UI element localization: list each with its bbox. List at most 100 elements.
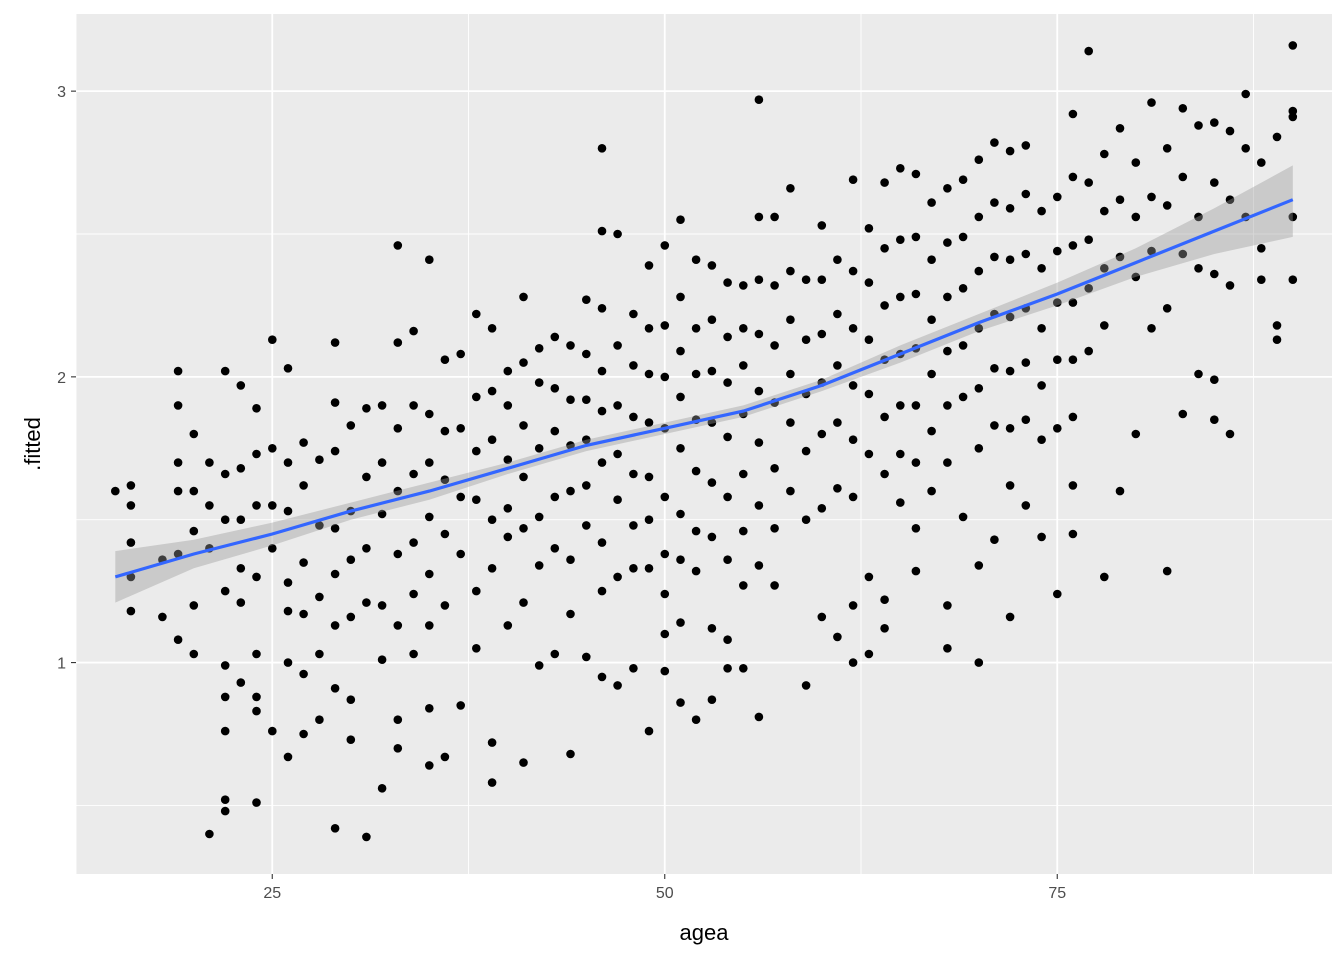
data-point <box>644 369 654 379</box>
data-point <box>425 621 434 630</box>
data-point <box>676 444 685 453</box>
data-point <box>299 609 308 619</box>
data-point <box>503 366 513 376</box>
data-point <box>283 752 293 762</box>
data-point <box>739 361 748 370</box>
data-point <box>1053 355 1062 365</box>
data-point <box>283 658 293 667</box>
data-point <box>1288 275 1298 285</box>
data-point <box>111 486 120 496</box>
data-point <box>644 324 654 333</box>
data-point <box>754 501 764 510</box>
data-point <box>346 421 356 430</box>
data-point <box>597 406 607 416</box>
data-point <box>1068 529 1078 539</box>
data-point <box>597 304 607 313</box>
data-point <box>330 824 340 833</box>
data-point <box>833 255 842 264</box>
data-point <box>1053 192 1062 202</box>
data-point <box>440 529 450 539</box>
data-point <box>597 366 607 376</box>
data-point <box>754 275 764 285</box>
data-point <box>833 418 842 427</box>
data-point <box>393 744 403 753</box>
data-point <box>534 344 544 353</box>
data-point <box>786 418 795 427</box>
data-points <box>111 41 1298 842</box>
data-point <box>220 726 230 736</box>
data-point <box>1100 321 1109 330</box>
data-point <box>550 544 560 553</box>
data-point <box>456 349 466 359</box>
data-point <box>1005 312 1015 322</box>
data-point <box>1005 424 1015 433</box>
data-point <box>472 309 481 319</box>
data-point <box>1021 249 1031 259</box>
data-point <box>252 501 261 510</box>
data-point <box>1005 481 1015 490</box>
data-point <box>927 486 936 496</box>
data-point <box>205 501 214 510</box>
data-point <box>1037 206 1046 216</box>
data-point <box>833 361 842 370</box>
data-point <box>566 441 575 450</box>
data-point <box>911 401 921 410</box>
data-point <box>833 484 842 493</box>
data-point <box>691 255 701 264</box>
data-point <box>283 606 293 616</box>
data-point <box>660 241 670 250</box>
data-point <box>1131 158 1141 167</box>
data-point <box>487 324 497 333</box>
data-point <box>896 164 905 173</box>
data-point <box>456 701 466 710</box>
data-point <box>644 418 654 427</box>
data-point <box>1037 324 1046 333</box>
data-point <box>1272 335 1282 345</box>
data-point <box>817 221 827 230</box>
data-point <box>943 601 952 610</box>
data-point <box>739 664 748 673</box>
data-point <box>1147 324 1156 333</box>
data-point <box>126 538 136 547</box>
data-point <box>425 255 434 264</box>
data-point <box>1021 358 1031 367</box>
data-point <box>1131 212 1141 222</box>
data-point <box>252 572 261 582</box>
data-point <box>299 669 308 679</box>
data-point <box>613 572 622 582</box>
data-point <box>205 829 214 839</box>
data-point <box>315 592 324 602</box>
data-point <box>189 649 199 659</box>
data-point <box>1115 124 1125 133</box>
data-point <box>1131 429 1141 439</box>
data-point <box>330 338 340 347</box>
data-point <box>691 526 701 536</box>
data-point <box>660 549 670 559</box>
data-point <box>1115 252 1125 262</box>
data-point <box>943 238 952 247</box>
data-point <box>739 469 748 479</box>
data-point <box>597 586 607 596</box>
data-point <box>425 512 434 522</box>
data-point <box>896 449 905 459</box>
data-point <box>880 244 889 253</box>
data-point <box>786 266 795 276</box>
data-point <box>1210 118 1219 127</box>
data-point <box>1210 178 1219 187</box>
data-point <box>707 315 717 325</box>
data-point <box>848 324 858 333</box>
data-point <box>958 341 968 350</box>
data-point <box>676 618 685 627</box>
smooth-trend-line <box>114 198 1294 579</box>
data-point <box>958 175 968 184</box>
data-point <box>503 455 513 465</box>
data-point <box>723 278 732 287</box>
data-point <box>723 635 732 644</box>
data-point <box>1162 566 1172 576</box>
data-point <box>1021 141 1031 150</box>
data-point <box>691 324 701 333</box>
data-point <box>896 292 905 302</box>
data-point <box>472 586 481 596</box>
data-point <box>896 235 905 244</box>
data-point <box>943 346 952 356</box>
